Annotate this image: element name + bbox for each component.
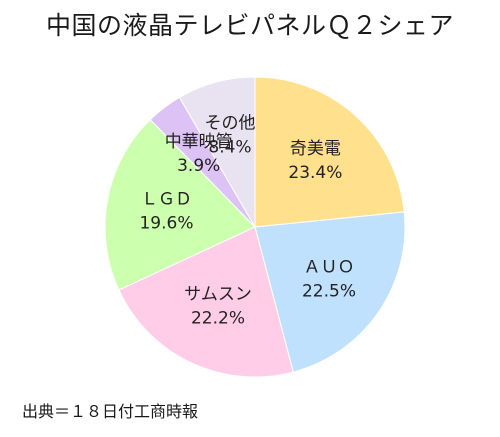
pie-slice [254,211,406,373]
slice-value-label: 22.2% [191,309,245,329]
slice-label: ＬＧＤ [141,190,192,210]
pie-slice [104,118,256,291]
slice-value-label: 23.4% [288,163,342,183]
slice-label: サムスン [184,285,252,305]
slice-label: その他 [205,113,256,133]
slice-value-label: 3.9% [177,156,220,176]
slice-label: 中華映管 [165,132,233,152]
chart-title: 中国の液晶テレビパネルＱ２シェア [45,11,454,40]
pie-slices [104,76,406,378]
pie-labels: 奇美電 23.4% ＡＵＯ 22.5% サムスン 22.2% ＬＧＤ 19.6% 中華映管 3.9… [139,113,356,328]
pie-slice [118,226,294,378]
slice-label: ＡＵＯ [304,257,355,277]
pie-slice [254,76,405,228]
slice-label: 奇美電 [290,139,341,159]
pie-slice [178,76,256,229]
slice-value-label: 19.6% [139,214,193,234]
source-note: 出典＝１８日付工商時報 [22,402,199,421]
slice-value-label: 8.4% [208,137,251,157]
slice-value-label: 22.5% [302,281,356,301]
